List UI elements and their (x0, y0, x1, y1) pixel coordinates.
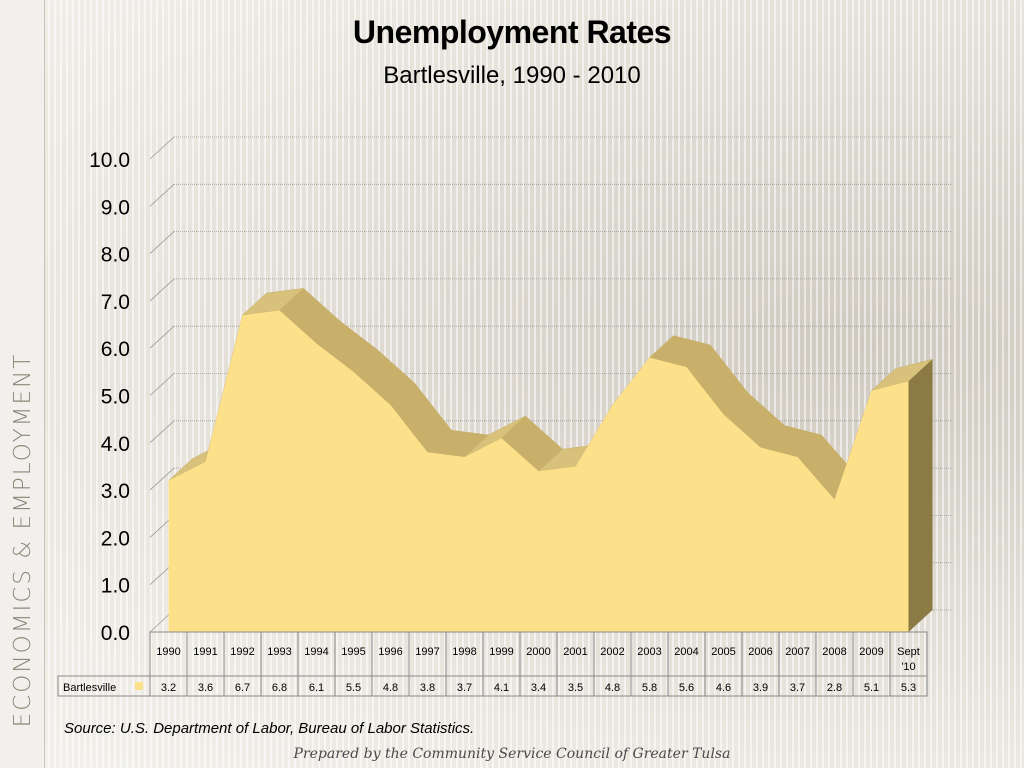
data-label: 6.1 (309, 682, 324, 694)
x-tick-label: 2007 (785, 646, 809, 658)
data-label: 3.4 (531, 682, 546, 694)
x-tick-label: 2000 (526, 646, 550, 658)
data-label: 3.8 (420, 682, 435, 694)
y-tick-label: 8.0 (101, 244, 130, 267)
y-tick-label: 4.0 (101, 433, 130, 456)
sidebar-band (0, 0, 45, 768)
data-label: 4.1 (494, 682, 509, 694)
x-tick-label: 1998 (452, 646, 476, 658)
data-label: 5.6 (679, 682, 694, 694)
y-tick-label: 7.0 (101, 291, 130, 314)
data-label: 3.5 (568, 682, 583, 694)
legend-series-name: Bartlesville (63, 682, 116, 694)
x-tick-label: 2005 (711, 646, 735, 658)
data-label: 6.8 (272, 682, 287, 694)
y-tick-label: 9.0 (101, 196, 130, 219)
x-tick-label: 1999 (489, 646, 513, 658)
gridline-diagonal (149, 278, 175, 302)
x-tick-label: 1996 (378, 646, 402, 658)
data-label: 3.6 (198, 682, 213, 694)
data-label: 4.8 (383, 682, 398, 694)
x-tick-label: 1991 (193, 646, 217, 658)
prepared-by: Prepared by the Community Service Counci… (293, 746, 731, 762)
x-tick-label: Sept (897, 646, 920, 658)
x-tick-label: 1990 (156, 646, 180, 658)
gridline-diagonal (149, 184, 175, 207)
x-tick-label: 2001 (563, 646, 587, 658)
gridline-diagonal (149, 136, 175, 160)
gridline-diagonal (149, 325, 175, 349)
data-label: 6.7 (235, 682, 250, 694)
x-tick-label: 2009 (859, 646, 883, 658)
x-tick-label: 2002 (600, 646, 624, 658)
y-tick-label: 6.0 (101, 338, 130, 361)
x-tick-label: 1995 (341, 646, 365, 658)
data-table: 1990 3.2 1991 3.6 1992 6.7 1993 6.8 1994 6.1 1995 5… (57, 631, 928, 697)
area-side-face (908, 359, 933, 632)
data-label: 4.8 (605, 682, 620, 694)
data-label: 5.1 (864, 682, 879, 694)
x-tick-label: 1993 (267, 646, 291, 658)
data-label: 3.9 (753, 682, 768, 694)
data-label: 5.3 (901, 682, 916, 694)
area-front (168, 310, 909, 632)
data-label: 4.6 (716, 682, 731, 694)
gridline-diagonal (149, 467, 175, 491)
data-label: 3.2 (161, 682, 176, 694)
data-label: 2.8 (827, 682, 842, 694)
gridline-diagonal (149, 420, 175, 444)
x-tick-label: 2006 (748, 646, 772, 658)
x-tick-label: 2008 (822, 646, 846, 658)
y-tick-label: 10.0 (89, 149, 130, 172)
legend-swatch (135, 682, 143, 690)
y-tick-label: 5.0 (101, 386, 130, 409)
chart-subtitle: Bartlesville, 1990 - 2010 (383, 62, 641, 89)
data-label: 5.8 (642, 682, 657, 694)
y-tick-label: 1.0 (101, 575, 130, 598)
x-tick-label: 2003 (637, 646, 661, 658)
y-tick-label: 2.0 (101, 527, 130, 550)
y-tick-label: 0.0 (101, 622, 130, 645)
data-label: 3.7 (790, 682, 805, 694)
x-tick-label: 1992 (230, 646, 254, 658)
data-label: 5.5 (346, 682, 361, 694)
x-tick-label: '10 (901, 661, 915, 673)
gridline-diagonal (149, 373, 175, 396)
x-tick-label: 1994 (304, 646, 328, 658)
y-tick-label: 3.0 (101, 480, 130, 503)
x-tick-label: 2004 (674, 646, 698, 658)
x-tick-label: 1997 (415, 646, 439, 658)
source-note: Source: U.S. Department of Labor, Bureau… (64, 720, 475, 737)
chart-title: Unemployment Rates (352, 14, 672, 50)
gridline-diagonal (149, 231, 175, 254)
data-label: 3.7 (457, 682, 472, 694)
